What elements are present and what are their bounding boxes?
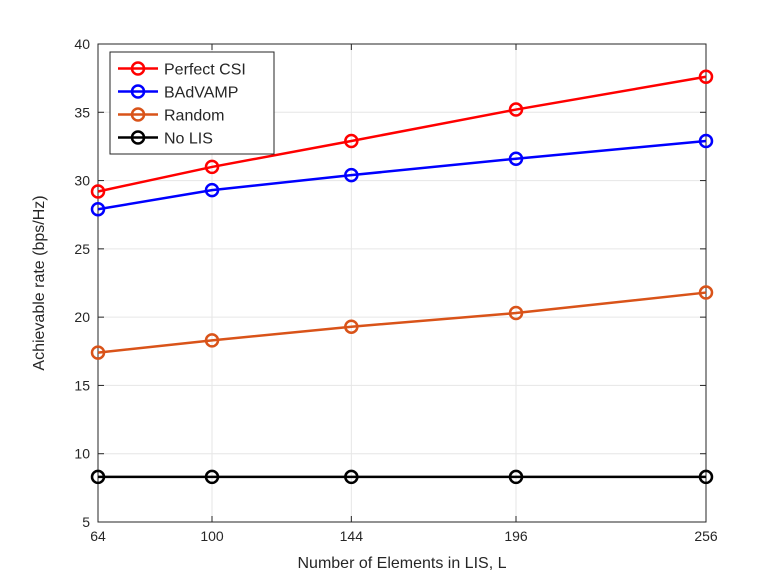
x-tick-label: 144	[340, 528, 364, 544]
series-no-lis	[90, 469, 714, 485]
series-badvamp	[90, 133, 714, 217]
x-tick-label: 196	[504, 528, 528, 544]
x-axis-label: Number of Elements in LIS, L	[298, 555, 507, 572]
legend-marker	[130, 84, 146, 99]
legend-entry: Perfect CSI	[118, 61, 246, 79]
y-tick-label: 40	[74, 36, 90, 52]
data-point	[344, 133, 359, 149]
data-point	[698, 469, 714, 485]
series-random	[90, 285, 714, 360]
plot-area	[97, 43, 707, 523]
data-point	[344, 319, 359, 334]
y-tick-label: 30	[74, 173, 90, 189]
y-tick-label: 20	[74, 309, 90, 325]
legend-label: BAdVAMP	[164, 85, 238, 102]
legend-label: Random	[164, 108, 224, 125]
data-point	[204, 159, 220, 175]
data-point	[344, 469, 359, 485]
x-tick-label: 64	[90, 528, 106, 544]
y-tick-label: 35	[74, 104, 90, 120]
y-tick-label: 10	[74, 446, 90, 462]
legend-entry: Random	[118, 107, 224, 125]
data-point	[204, 333, 220, 348]
x-tick-label: 100	[200, 528, 224, 544]
data-point	[204, 182, 220, 198]
legend-marker	[130, 107, 146, 122]
legend-marker	[130, 130, 146, 145]
data-point	[508, 151, 524, 166]
data-point	[90, 202, 106, 217]
data-point	[698, 133, 714, 149]
legend-entry: No LIS	[118, 130, 213, 148]
x-axis: 64 100 144 196 256	[90, 44, 718, 544]
data-point	[508, 102, 524, 117]
data-point	[508, 305, 524, 321]
y-axis: 5 10 15 20 25 30 35 40	[74, 36, 706, 530]
data-point	[90, 345, 106, 360]
data-point	[698, 69, 714, 85]
legend-entry: BAdVAMP	[118, 84, 238, 102]
y-tick-label: 25	[74, 241, 90, 257]
series-group	[90, 69, 714, 485]
series-line	[97, 139, 707, 211]
series-perfect-csi	[90, 69, 714, 199]
x-tick-label: 256	[694, 528, 718, 544]
legend-label: No LIS	[164, 131, 213, 148]
series-line	[97, 75, 707, 193]
y-axis-label: Achievable rate (bps/Hz)	[31, 195, 48, 370]
legend-label: Perfect CSI	[164, 62, 246, 79]
data-point	[90, 184, 106, 199]
data-point	[698, 285, 714, 300]
legend: Perfect CSI BAdVAMP Random No LIS	[109, 51, 275, 155]
data-point	[508, 469, 524, 485]
data-point	[204, 469, 220, 485]
data-point	[90, 469, 106, 485]
data-point	[344, 167, 359, 183]
y-tick-label: 15	[74, 377, 90, 393]
legend-marker	[130, 61, 146, 76]
y-tick-label: 5	[82, 514, 90, 530]
series-line	[97, 291, 707, 354]
